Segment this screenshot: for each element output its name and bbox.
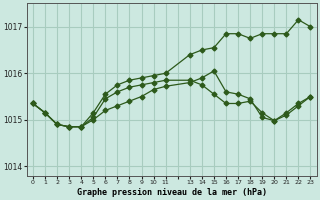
X-axis label: Graphe pression niveau de la mer (hPa): Graphe pression niveau de la mer (hPa) [77,188,267,197]
